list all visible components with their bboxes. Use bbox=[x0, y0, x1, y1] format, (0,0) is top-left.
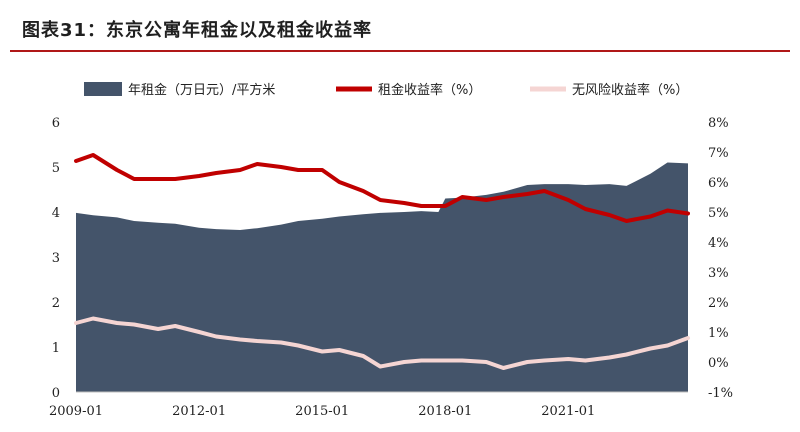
left-tick-label: 2 bbox=[52, 296, 60, 311]
legend: 年租金（万日元）/平方米 租金收益率（%） 无风险收益率（%） bbox=[84, 82, 688, 98]
rent-area bbox=[76, 162, 688, 392]
x-axis: 2009-01 2012-01 2015-01 2018-01 2021-01 bbox=[49, 404, 595, 419]
right-tick-label: 8% bbox=[708, 116, 729, 131]
right-axis: -1% 0% 1% 2% 3% 4% 5% 6% 7% 8% bbox=[708, 116, 733, 401]
legend-label-rent: 年租金（万日元）/平方米 bbox=[128, 82, 275, 98]
left-tick-label: 0 bbox=[52, 386, 60, 401]
x-tick-label: 2015-01 bbox=[295, 404, 349, 419]
right-tick-label: 3% bbox=[708, 266, 729, 281]
right-tick-label: 5% bbox=[708, 206, 729, 221]
x-tick-label: 2009-01 bbox=[49, 404, 103, 419]
right-tick-label: 6% bbox=[708, 176, 729, 191]
x-tick-label: 2018-01 bbox=[418, 404, 472, 419]
right-tick-label: 7% bbox=[708, 146, 729, 161]
right-tick-label: 1% bbox=[708, 326, 729, 341]
left-tick-label: 3 bbox=[52, 251, 60, 266]
plot-area bbox=[74, 153, 690, 393]
right-tick-label: 0% bbox=[708, 356, 729, 371]
right-tick-label: 4% bbox=[708, 236, 729, 251]
left-tick-label: 4 bbox=[52, 206, 60, 221]
right-tick-label: -1% bbox=[708, 386, 733, 401]
riskfree-line bbox=[74, 316, 690, 370]
legend-label-riskfree: 无风险收益率（%） bbox=[572, 82, 688, 98]
x-tick-label: 2012-01 bbox=[172, 404, 226, 419]
left-tick-label: 5 bbox=[52, 161, 60, 176]
title-rule bbox=[10, 50, 790, 52]
left-tick-label: 1 bbox=[52, 341, 60, 356]
x-tick-label: 2021-01 bbox=[541, 404, 595, 419]
yield-line bbox=[74, 153, 690, 223]
left-tick-label: 6 bbox=[52, 116, 60, 131]
chart-title: 图表31：东京公寓年租金以及租金收益率 bbox=[22, 20, 373, 41]
right-tick-label: 2% bbox=[708, 296, 729, 311]
legend-label-yield: 租金收益率（%） bbox=[378, 82, 481, 98]
legend-swatch-rent bbox=[84, 82, 122, 96]
chart-header: 图表31：东京公寓年租金以及租金收益率 bbox=[0, 0, 800, 54]
left-axis: 0 1 2 3 4 5 6 bbox=[52, 116, 60, 401]
